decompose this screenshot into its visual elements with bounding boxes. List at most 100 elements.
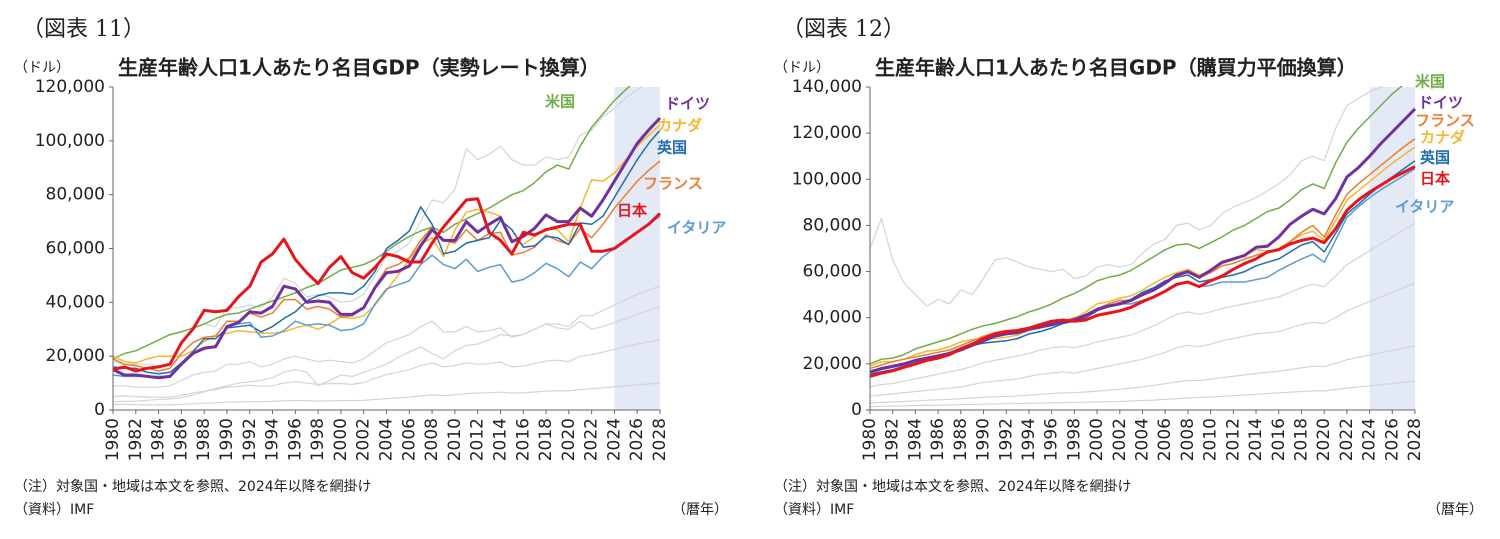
- x-tick-label: 1986: [928, 418, 948, 461]
- y-tick-label: 60,000: [46, 239, 105, 259]
- series-line: [870, 146, 1416, 367]
- y-tick-label: 40,000: [46, 292, 105, 312]
- series-line: [870, 165, 1416, 378]
- x-tick-label: 1988: [951, 418, 971, 461]
- x-tick-label: 1982: [883, 418, 903, 461]
- background-line: [870, 380, 1416, 408]
- series-label: 日本: [617, 202, 647, 220]
- x-tick-label: 2010: [1201, 418, 1221, 461]
- series-label: フランス: [1415, 112, 1475, 130]
- x-tick-label: 2022: [582, 418, 602, 461]
- x-tick-label: 2024: [604, 418, 624, 461]
- x-tick-label: 1990: [974, 418, 994, 461]
- x-tick-label: 2028: [1405, 418, 1425, 461]
- x-tick-label: 1988: [194, 418, 214, 461]
- projection-shade: [1369, 87, 1415, 410]
- source: （資料）IMF: [14, 502, 94, 518]
- series-line: [113, 129, 661, 375]
- series-label: ドイツ: [1418, 94, 1463, 112]
- series-line: [870, 160, 1416, 375]
- series-label: フランス: [643, 175, 703, 193]
- chart-title: 生産年齢人口1人あたり名目GDP（実勢レート換算）: [118, 56, 600, 80]
- background-line: [870, 345, 1416, 404]
- x-tick-label: 2014: [1246, 418, 1266, 461]
- x-axis-label: （暦年）: [1427, 502, 1483, 518]
- x-tick-label: 2008: [1178, 418, 1198, 461]
- x-tick-label: 1984: [149, 418, 169, 461]
- y-tick-label: 0: [851, 400, 862, 420]
- series-line: [870, 107, 1417, 374]
- y-tick-label: 140,000: [792, 77, 862, 97]
- y-tick-label: 100,000: [35, 131, 105, 151]
- figure-label: （図表 12）: [782, 17, 905, 42]
- y-tick-label: 100,000: [792, 169, 862, 189]
- x-tick-label: 2004: [1133, 418, 1153, 461]
- background-line: [870, 282, 1416, 397]
- x-tick-label: 2002: [354, 418, 374, 461]
- x-tick-label: 1994: [1019, 418, 1039, 461]
- y-tick-label: 0: [94, 400, 105, 420]
- plot: [870, 86, 1417, 408]
- x-tick-label: 1996: [285, 418, 305, 461]
- x-axis-label: （暦年）: [672, 502, 728, 518]
- note: （注）対象国・地域は本文を参照、2024年以降を網掛け: [774, 478, 1132, 495]
- series-label: 英国: [657, 139, 687, 157]
- series-line: [113, 116, 662, 380]
- x-tick-label: 2018: [536, 418, 556, 461]
- series-line: [870, 86, 1404, 365]
- series-label: 米国: [545, 93, 575, 111]
- x-tick-label: 2026: [627, 418, 647, 461]
- figure-label: （図表 11）: [22, 17, 145, 42]
- background-line: [113, 86, 644, 367]
- series-label: イタリア: [667, 219, 726, 237]
- y-tick-label: 20,000: [46, 346, 105, 366]
- x-tick-label: 2028: [650, 418, 670, 461]
- series-line: [113, 197, 662, 373]
- x-tick-label: 2002: [1110, 418, 1130, 461]
- x-tick-label: 2010: [445, 418, 465, 461]
- series-label: カナダ: [657, 117, 702, 135]
- x-tick-label: 2000: [1087, 418, 1107, 461]
- x-tick-label: 1990: [217, 418, 237, 461]
- x-tick-label: 2012: [468, 418, 488, 461]
- y-axis-label: （ドル）: [774, 60, 830, 76]
- source: （資料）IMF: [774, 502, 854, 518]
- x-tick-label: 1998: [1064, 418, 1084, 461]
- background-line: [113, 285, 661, 388]
- x-tick-label: 1980: [860, 418, 880, 461]
- series-label: 米国: [1415, 73, 1445, 91]
- y-tick-label: 60,000: [803, 262, 862, 282]
- x-tick-label: 2022: [1337, 418, 1357, 461]
- x-tick-label: 2014: [490, 418, 510, 461]
- y-tick-label: 80,000: [46, 185, 105, 205]
- background-line: [113, 382, 661, 406]
- x-tick-label: 1996: [1042, 418, 1062, 461]
- y-tick-label: 120,000: [792, 123, 862, 143]
- x-tick-label: 1984: [905, 418, 925, 461]
- series-label: イタリア: [1395, 198, 1454, 216]
- x-tick-label: 1980: [103, 418, 123, 461]
- y-tick-label: 20,000: [803, 354, 862, 374]
- y-tick-label: 120,000: [35, 77, 105, 97]
- series-label: 英国: [1420, 149, 1450, 167]
- x-tick-label: 2018: [1291, 418, 1311, 461]
- x-tick-label: 2024: [1360, 418, 1380, 461]
- x-tick-label: 2016: [513, 418, 533, 461]
- note: （注）対象国・地域は本文を参照、2024年以降を網掛け: [14, 478, 372, 495]
- x-tick-label: 2006: [399, 418, 419, 461]
- x-tick-label: 1982: [126, 418, 146, 461]
- x-tick-label: 2020: [559, 418, 579, 461]
- x-tick-label: 2004: [377, 418, 397, 461]
- x-tick-label: 2020: [1314, 418, 1334, 461]
- x-tick-label: 2000: [331, 418, 351, 461]
- series-label: カナダ: [1420, 129, 1465, 147]
- chart-title: 生産年齢人口1人あたり名目GDP（購買力平価換算）: [875, 56, 1357, 80]
- background-line: [870, 222, 1416, 388]
- background-line: [870, 86, 1384, 307]
- x-tick-label: 1992: [996, 418, 1016, 461]
- x-tick-label: 1998: [308, 418, 328, 461]
- y-axis-label: （ドル）: [14, 60, 70, 76]
- background-line: [113, 305, 661, 403]
- series-label: ドイツ: [665, 95, 710, 113]
